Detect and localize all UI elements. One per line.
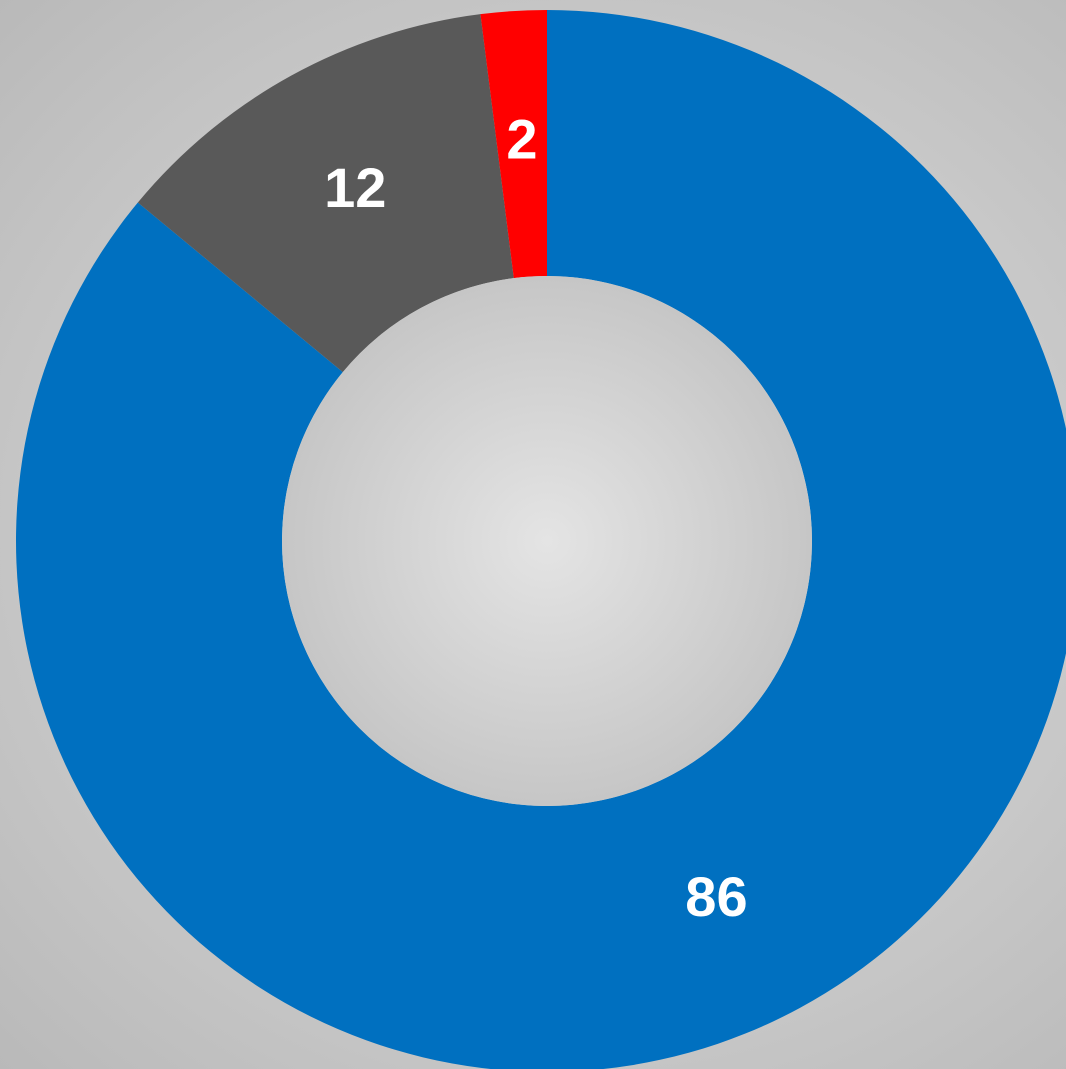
donut-hole bbox=[282, 276, 812, 806]
data-label: 2 bbox=[506, 108, 537, 171]
slices bbox=[16, 10, 1066, 1069]
data-label: 12 bbox=[324, 156, 386, 219]
page: {"chart_data": {"type": "donut", "values… bbox=[0, 0, 1066, 1069]
data-label: 86 bbox=[685, 865, 747, 928]
chart: 86 12 2 bbox=[0, 0, 1066, 1069]
